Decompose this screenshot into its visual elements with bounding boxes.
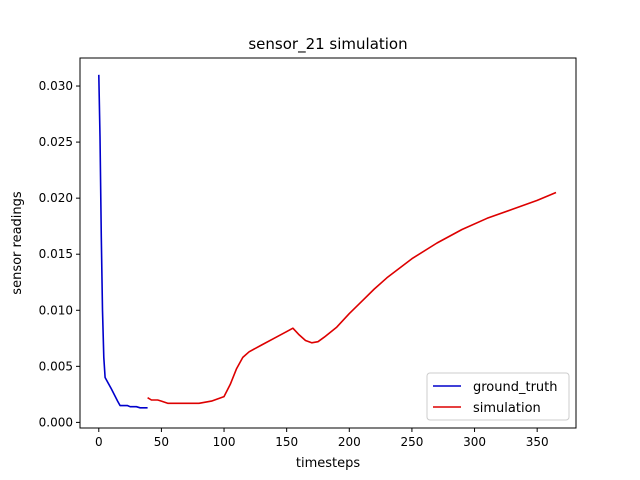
- y-tick-label: 0.030: [39, 79, 73, 93]
- x-tick-label: 200: [338, 435, 361, 449]
- y-tick-label: 0.015: [39, 247, 73, 261]
- y-axis: 0.000 0.005 0.010 0.015 0.020 0.025 0.030: [39, 79, 80, 429]
- series-line-ground-truth: [98, 74, 148, 409]
- y-tick-label: 0.005: [39, 359, 73, 373]
- legend: ground_truth simulation: [426, 372, 570, 421]
- series-layer: [98, 74, 557, 409]
- x-tick-label: 0: [95, 435, 103, 449]
- y-tick-label: 0.000: [39, 415, 73, 429]
- x-tick-label: 150: [275, 435, 298, 449]
- x-tick-label: 350: [526, 435, 549, 449]
- legend-box: [426, 372, 570, 421]
- y-axis-label: sensor readings: [10, 191, 25, 295]
- chart-title: sensor_21 simulation: [248, 35, 407, 54]
- x-tick-label: 250: [400, 435, 423, 449]
- plot-frame: [79, 57, 577, 429]
- x-tick-label: 300: [463, 435, 486, 449]
- y-tick-label: 0.025: [39, 135, 73, 149]
- x-axis-label: timesteps: [296, 456, 360, 471]
- x-axis: 0 50 100 150 200 250 300 350: [95, 428, 549, 449]
- y-tick-label: 0.010: [39, 303, 73, 317]
- x-tick-label: 100: [213, 435, 236, 449]
- x-tick-label: 50: [154, 435, 169, 449]
- series-line-simulation: [147, 191, 557, 405]
- y-tick-label: 0.020: [39, 191, 73, 205]
- legend-label: simulation: [473, 401, 541, 416]
- legend-label: ground_truth: [473, 380, 558, 395]
